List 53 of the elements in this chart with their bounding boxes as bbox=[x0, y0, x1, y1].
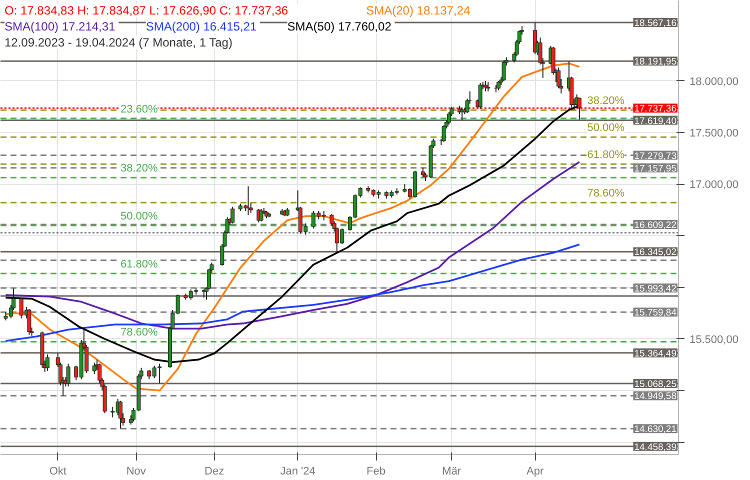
ref-line-label: 17.157,95 bbox=[634, 163, 677, 174]
annotation: 23.60% bbox=[120, 103, 158, 116]
candlestick bbox=[502, 60, 506, 82]
ref-line-label: 17.279,73 bbox=[634, 150, 677, 162]
annotation: 61.80% bbox=[120, 258, 158, 271]
annotation: 50.00% bbox=[587, 122, 625, 134]
chart-title: O: 17.834,83 H: 17.834,87 L: 17.626,90 C: 17.737,36 bbox=[4, 4, 288, 18]
ref-line-label: 17.737,36 bbox=[634, 104, 677, 115]
annotation: 50.00% bbox=[120, 210, 158, 223]
y-tick-label: 15.500,00 bbox=[690, 334, 738, 346]
text: SMA(50) 17.760,02 bbox=[287, 20, 392, 34]
text: 12.09.2023 - 19.04.2024 (7 Monate, 1 Tag) bbox=[4, 36, 232, 50]
line-series bbox=[4, 62, 580, 392]
candlestick bbox=[496, 80, 501, 91]
annotation: 38.20% bbox=[587, 95, 625, 108]
text: SMA(100) 17.214,31 bbox=[4, 20, 116, 34]
ref-line-label: 16.345,02 bbox=[634, 247, 677, 258]
annotation: 61.80% bbox=[587, 149, 625, 162]
ref-line-label: 14.458,39 bbox=[634, 442, 677, 453]
annotation: 38.20% bbox=[120, 162, 158, 175]
candlestick bbox=[447, 111, 452, 125]
candlestick bbox=[66, 363, 70, 387]
candlestick bbox=[577, 98, 582, 120]
ref-line-label: 18.191,95 bbox=[634, 56, 677, 68]
ref-line-label: 15.068,25 bbox=[634, 378, 677, 390]
candlestick bbox=[486, 82, 490, 92]
y-tick-label: 18.000,00 bbox=[690, 76, 738, 88]
text: SMA(20) 18.137,24 bbox=[366, 4, 470, 18]
x-tick-label: Okt bbox=[49, 466, 66, 478]
ref-line-label: 15.993,42 bbox=[634, 284, 677, 295]
x-tick-label: Nov bbox=[126, 466, 146, 478]
ref-line-label: 17.619,40 bbox=[634, 116, 677, 127]
x-tick-label: Jan '24 bbox=[280, 466, 316, 478]
annotation: 78.60% bbox=[120, 326, 158, 339]
ref-line-label: 15.364,49 bbox=[634, 348, 677, 360]
ref-line-label: 15.759,84 bbox=[634, 308, 677, 319]
ref-line-label: 14.630,21 bbox=[634, 424, 677, 436]
line-series bbox=[4, 244, 580, 342]
y-tick-label: 17.500,00 bbox=[690, 128, 738, 140]
x-tick-label: Dez bbox=[204, 466, 224, 478]
candlestick bbox=[118, 400, 122, 430]
ref-line-label: 14.949,58 bbox=[634, 391, 677, 402]
y-tick-label: 17.000,00 bbox=[690, 179, 738, 192]
ref-line-label: 18.567,16 bbox=[634, 18, 677, 29]
x-tick-label: Apr bbox=[526, 466, 544, 478]
annotation: 78.60% bbox=[587, 188, 625, 200]
candlestick bbox=[19, 297, 24, 319]
x-tick-label: Mär bbox=[442, 466, 462, 478]
candlestick bbox=[230, 206, 235, 224]
text: SMA(200) 16.415,21 bbox=[146, 20, 257, 34]
ref-line-label: 16.609,22 bbox=[634, 220, 677, 231]
x-tick-label: Feb bbox=[366, 466, 386, 478]
candlestick bbox=[420, 167, 425, 178]
